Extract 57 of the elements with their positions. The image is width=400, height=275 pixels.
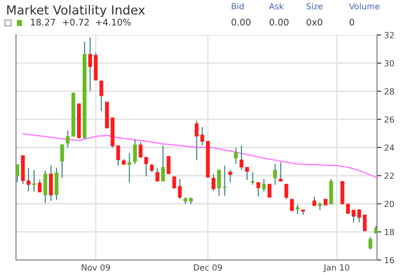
candlestick: [60, 144, 64, 179]
candlestick: [161, 144, 165, 182]
text: +4.10%: [96, 18, 131, 26]
candlestick: [32, 169, 36, 192]
candlestick: [49, 165, 53, 202]
text: Bid: [232, 2, 244, 10]
candlestick: [268, 184, 272, 198]
text: Volume: [349, 2, 380, 10]
candlestick: [212, 173, 216, 192]
candlestick: [278, 162, 283, 182]
text: 18.27: [30, 18, 56, 26]
text: Size: [306, 2, 323, 10]
candlestick: [329, 178, 334, 205]
candlestick: [66, 130, 70, 148]
candlestick: [16, 164, 20, 183]
candlestick: [368, 236, 372, 250]
candlestick: [38, 179, 42, 193]
line-series: [22, 133, 377, 178]
y-tick-label: 24: [384, 144, 394, 151]
candlestick: [166, 156, 171, 174]
candlestick: [133, 138, 137, 165]
y-tick-label: 22: [384, 172, 394, 179]
text: 0: [350, 18, 354, 26]
x-tick-label: Dec 09: [194, 264, 222, 271]
candlestick: [172, 176, 176, 190]
text: 0x0: [306, 18, 322, 26]
text: 0.00: [232, 18, 250, 26]
y-tick-label: 28: [384, 88, 394, 95]
candlestick: [262, 178, 266, 192]
y-tick-label: 30: [384, 60, 394, 66]
y-tick-label: 18: [384, 228, 394, 236]
candlestick: [156, 167, 160, 182]
y-tick-label: 26: [384, 116, 394, 123]
chart-title: Market Volatility Index: [7, 4, 145, 18]
candlestick: [296, 204, 300, 215]
candlestick: [43, 170, 48, 204]
candlestick: [362, 214, 367, 232]
y-tick-label: 16: [384, 256, 394, 264]
candlestick: [250, 172, 255, 186]
y-tick-label: 20: [384, 200, 394, 208]
candlestick: [284, 184, 288, 200]
candlestick: [178, 178, 182, 200]
candlestick: [228, 169, 232, 183]
x-tick-label: Jan 10: [323, 264, 350, 272]
candlestick: [234, 147, 238, 165]
candlestick: [273, 163, 277, 186]
candlestick: [290, 198, 294, 212]
candlestick: [312, 196, 316, 206]
text: Ask: [269, 2, 284, 10]
text: 0.00: [270, 18, 288, 26]
candlestick: [256, 182, 260, 197]
text: +0.72: [62, 18, 89, 26]
y-tick-label: 32: [384, 32, 394, 38]
candlestick: [99, 80, 104, 112]
x-tick-label: Nov 09: [82, 264, 110, 271]
candlestick: [54, 167, 58, 201]
candlestick: [127, 152, 132, 183]
